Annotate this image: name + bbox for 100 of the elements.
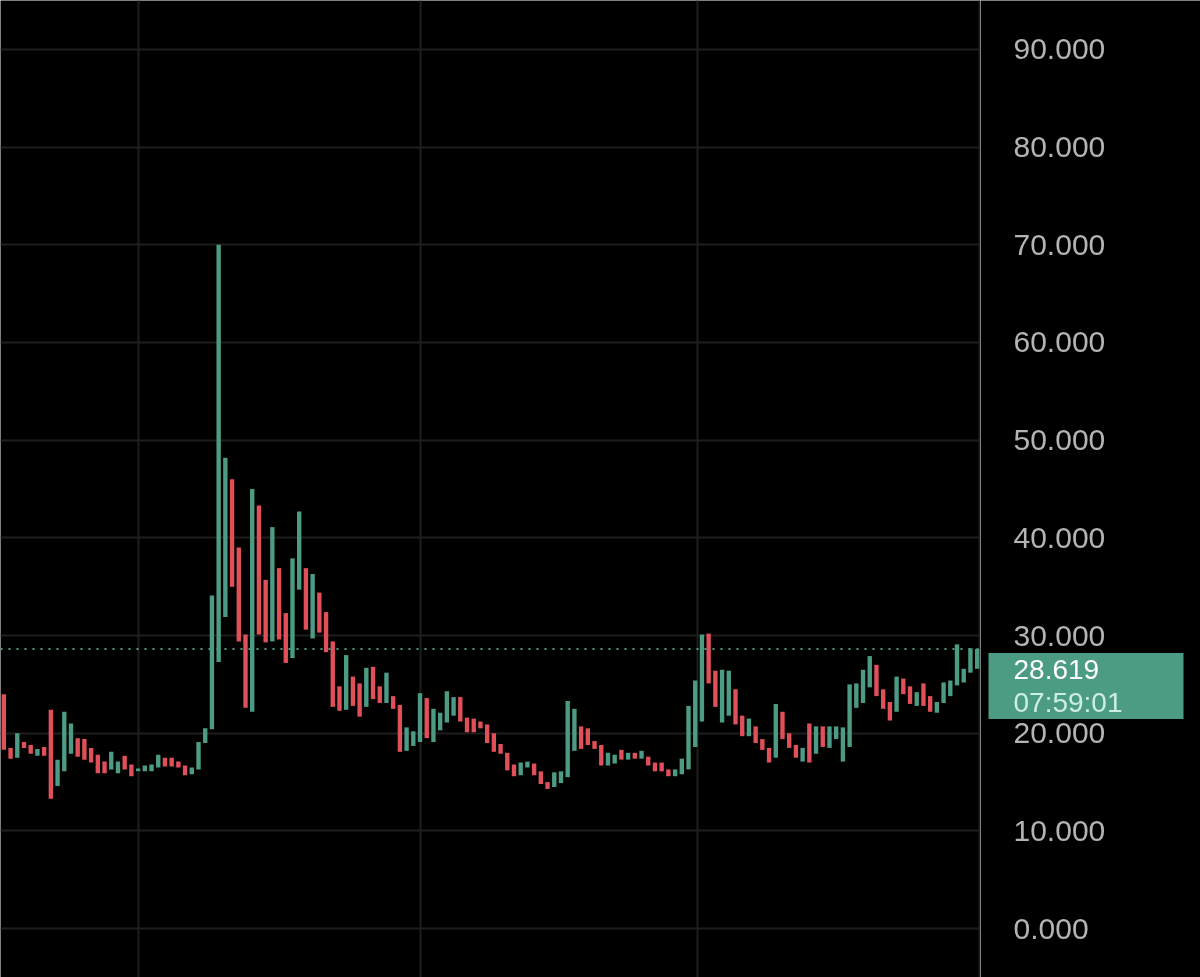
candlestick (135, 768, 141, 772)
candlestick (357, 683, 362, 717)
candlestick (169, 757, 174, 767)
candlestick (632, 752, 637, 759)
candlestick (793, 744, 799, 758)
candlestick (364, 667, 369, 707)
candlestick (820, 726, 825, 747)
candlestick (867, 656, 872, 688)
y-tick-label: 50.000 (1013, 423, 1106, 457)
candlestick (417, 693, 423, 743)
candlestick (572, 708, 577, 751)
y-tick-label: 90.000 (1013, 32, 1106, 66)
candlestick (894, 676, 899, 712)
candlestick (41, 746, 47, 756)
candlestick (907, 686, 913, 704)
candlestick (310, 574, 315, 639)
candlestick (189, 767, 194, 775)
candlestick (773, 703, 778, 758)
candlestick (411, 731, 416, 746)
candlestick (733, 689, 738, 725)
candlestick (223, 457, 228, 617)
candlestick (552, 772, 557, 787)
candlestick (88, 747, 94, 763)
candlestick (431, 708, 436, 743)
candlestick (766, 747, 772, 763)
candlestick (686, 705, 691, 770)
candlestick (48, 709, 54, 799)
candlestick (276, 568, 282, 640)
candlestick (142, 765, 147, 772)
y-tick-label: 70.000 (1013, 227, 1106, 261)
candlestick (176, 761, 181, 768)
candlestick (21, 742, 27, 748)
candlestick (478, 721, 483, 729)
candlestick (491, 733, 497, 752)
y-tick-label: 10.000 (1013, 813, 1106, 847)
candlestick (854, 683, 859, 708)
candlestick (498, 744, 503, 754)
candlestick (1, 694, 7, 750)
candlestick (236, 547, 241, 642)
candlestick (666, 769, 671, 777)
y-tick-label: 0.000 (1013, 911, 1089, 945)
candlestick (330, 641, 335, 707)
candlestick (370, 666, 376, 700)
candlestick (75, 738, 80, 757)
candlestick (55, 759, 60, 787)
candlestick (612, 754, 617, 764)
candlestick (538, 771, 544, 785)
candlestick (390, 696, 396, 709)
candlestick (62, 711, 67, 772)
candlestick (458, 697, 463, 722)
candlestick (82, 739, 87, 760)
candlestick (129, 764, 134, 777)
candlestick (149, 764, 154, 772)
candlestick (887, 701, 893, 721)
candlestick (344, 655, 349, 710)
candlestick (840, 727, 846, 762)
candlestick (834, 726, 839, 740)
candlestick (451, 697, 456, 716)
candlestick (706, 633, 711, 684)
candlestick (404, 727, 409, 751)
candlestick (558, 771, 564, 784)
candlestick (693, 680, 698, 747)
candlestick (927, 696, 933, 712)
y-tick-label: 40.000 (1013, 520, 1106, 554)
text: 07:59:01 (1013, 686, 1123, 718)
candlestick (303, 568, 309, 630)
candlestick (102, 761, 107, 774)
candlestick (384, 672, 389, 703)
candlestick (229, 479, 235, 587)
candlestick (525, 761, 530, 768)
candlestick (263, 579, 268, 643)
candlestick (726, 670, 731, 716)
candlestick (350, 676, 356, 706)
candlestick (283, 613, 288, 663)
candlestick (256, 505, 262, 635)
candlestick (8, 747, 13, 759)
candlestick (323, 612, 329, 653)
candlestick (807, 723, 812, 763)
candlestick (377, 686, 382, 703)
y-tick-label: 80.000 (1013, 130, 1106, 164)
candlestick (880, 689, 886, 709)
candlestick (921, 683, 926, 706)
candlestick (847, 684, 852, 747)
candlestick (874, 664, 879, 697)
candlestick (625, 752, 631, 760)
candlestick (484, 724, 490, 744)
candlestick (672, 769, 678, 777)
candlestick (68, 723, 74, 754)
candlestick (122, 755, 127, 770)
y-tick-label: 60.000 (1013, 325, 1106, 359)
candlestick (203, 728, 208, 744)
candlestick (813, 726, 819, 754)
y-tick-label: 30.000 (1013, 618, 1106, 652)
candlestick (780, 711, 785, 740)
candlestick (719, 669, 725, 723)
candlestick (317, 592, 322, 633)
candlestick (619, 749, 624, 760)
y-tick-label: 20.000 (1013, 716, 1106, 750)
candlestick (934, 701, 940, 713)
candlestick (753, 726, 758, 744)
